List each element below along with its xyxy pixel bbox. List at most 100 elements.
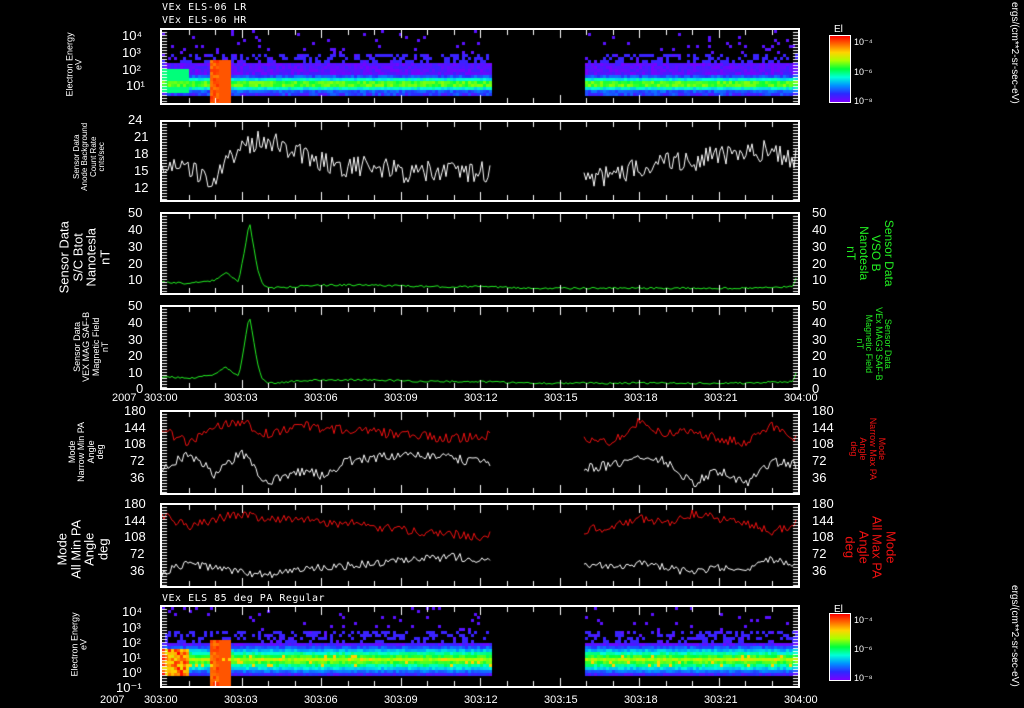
ytick-right: 144 <box>812 513 834 528</box>
ytick: 10⁴ <box>122 28 143 43</box>
ytick-right: 144 <box>812 420 834 435</box>
ytick-right: 36 <box>812 563 827 578</box>
ytick-right: 180 <box>812 496 834 511</box>
ytick: 180 <box>124 496 146 511</box>
ytick-right: 50 <box>812 205 827 220</box>
spectrogram-bottom-ylabel: Electron Energy eV <box>69 612 89 677</box>
ytick-right: 72 <box>812 453 827 468</box>
ytick-right: 36 <box>812 470 827 485</box>
background-counts-panel <box>160 120 800 202</box>
btot-right-ylabel: Sensor Data VSO B Nanotesla nT <box>844 219 897 287</box>
colorbar-tick: 10⁻⁴ <box>854 615 873 625</box>
ytick: 50 <box>128 205 143 220</box>
ytick-right: 40 <box>812 222 827 237</box>
xtick-label: 303:06 <box>304 392 338 404</box>
colorbar-top <box>829 35 851 103</box>
colorbar-unit-label: ergs/(cm**2-sr-sec-eV) <box>1009 2 1020 104</box>
ytick-right: 10 <box>812 365 827 380</box>
xtick-label: 303:03 <box>224 392 258 404</box>
spectrogram-bottom-panel <box>160 605 800 688</box>
ytick: 10⁴ <box>122 604 143 619</box>
btot-panel <box>160 212 800 295</box>
colorbar-tick: 10⁻⁸ <box>854 96 873 106</box>
ytick: 0 <box>136 381 144 396</box>
xtick-label: 303:03 <box>224 694 258 706</box>
spectrogram-top-ylabel: Electron Energy eV <box>64 32 84 97</box>
ytick: 144 <box>124 513 146 528</box>
ytick-right: 108 <box>812 529 834 544</box>
panel-title-lr: VEx ELS-06 LR <box>162 2 247 13</box>
xtick-label: 303:06 <box>304 694 338 706</box>
ytick: 144 <box>124 420 146 435</box>
ytick: 72 <box>130 546 145 561</box>
ytick-right: 50 <box>812 298 827 313</box>
xtick-label: 303:21 <box>704 392 738 404</box>
narrow-pa-panel <box>160 410 800 495</box>
background-counts-ylabel: Sensor Data Anode Background Count Rate … <box>72 122 107 191</box>
ytick: 30 <box>128 239 143 254</box>
ytick: 10 <box>128 365 143 380</box>
colorbar-tick: 10⁻⁶ <box>854 644 873 654</box>
colorbar-tick: 10⁻⁶ <box>854 67 873 77</box>
ytick-right: 20 <box>812 348 827 363</box>
ytick: 30 <box>128 332 143 347</box>
ytick-right: 108 <box>812 436 834 451</box>
ytick-right: 72 <box>812 546 827 561</box>
ytick-right: 0 <box>812 381 820 396</box>
year-label-bottom: 2007 <box>100 694 125 706</box>
ytick: 10⁻¹ <box>116 680 142 695</box>
panel-title-85deg: VEx ELS 85 deg PA Regular <box>162 593 326 604</box>
spectrogram-top-panel <box>160 28 800 105</box>
narrow-pa-left-ylabel: Mode Narrow Min PA Angle deg <box>67 421 106 482</box>
all-pa-panel <box>160 503 800 588</box>
ytick: 36 <box>130 563 145 578</box>
ytick-right: 30 <box>812 332 827 347</box>
mag-saf-b-left-ylabel: Sensor Data VEX MAG SAF-B Magnetic Field… <box>72 311 111 382</box>
colorbar-title: El <box>834 24 843 35</box>
ytick: 10² <box>122 62 141 77</box>
colorbar-bottom <box>829 613 851 681</box>
ytick: 10⁰ <box>122 665 142 680</box>
panel-title-hr: VEx ELS-06 HR <box>162 15 247 26</box>
ytick: 15 <box>134 163 149 178</box>
ytick-right: 30 <box>812 239 827 254</box>
ytick: 72 <box>130 453 145 468</box>
xtick-label: 303:00 <box>144 694 178 706</box>
mag-saf-b-panel <box>160 305 800 390</box>
ytick: 36 <box>130 470 145 485</box>
xtick-label: 303:09 <box>384 392 418 404</box>
xtick-label: 304:00 <box>784 392 818 404</box>
ytick: 24 <box>128 112 143 127</box>
ytick: 12 <box>134 180 149 195</box>
colorbar-tick: 10⁻⁴ <box>854 37 873 47</box>
ytick: 40 <box>128 222 143 237</box>
all-pa-right-ylabel: Mode All Max PA Angle deg <box>842 515 899 579</box>
colorbar-unit-label: ergs/(cm**2-sr-sec-eV) <box>1009 585 1020 687</box>
ytick: 20 <box>128 256 143 271</box>
ytick: 10¹ <box>122 650 141 665</box>
ytick: 10¹ <box>126 78 145 93</box>
ytick: 10 <box>128 272 143 287</box>
xtick-label: 303:15 <box>544 392 578 404</box>
xtick-label: 303:18 <box>624 694 658 706</box>
xtick-label: 303:00 <box>144 392 178 404</box>
ytick: 40 <box>128 315 143 330</box>
ytick: 180 <box>124 403 146 418</box>
xtick-label: 303:12 <box>464 392 498 404</box>
ytick: 108 <box>124 529 146 544</box>
ytick: 10³ <box>122 45 141 60</box>
narrow-pa-right-ylabel: Mode Narrow Max PA Angle deg <box>848 417 887 481</box>
xtick-label: 304:00 <box>784 694 818 706</box>
ytick: 10³ <box>122 620 141 635</box>
xtick-label: 303:15 <box>544 694 578 706</box>
ytick-right: 10 <box>812 272 827 287</box>
ytick: 20 <box>128 348 143 363</box>
ytick-right: 20 <box>812 256 827 271</box>
xtick-label: 303:18 <box>624 392 658 404</box>
mag-saf-b-right-ylabel: Sensor Data VEx MAG3 SAF-B Magnetic Fiel… <box>854 307 893 381</box>
colorbar-tick: 10⁻⁸ <box>854 673 873 683</box>
ytick: 21 <box>134 129 149 144</box>
ytick: 18 <box>134 146 149 161</box>
btot-left-ylabel: Sensor Data S/C Btot Nanotesla nT <box>56 221 113 294</box>
all-pa-left-ylabel: Mode All Min PA Angle deg <box>54 519 111 579</box>
